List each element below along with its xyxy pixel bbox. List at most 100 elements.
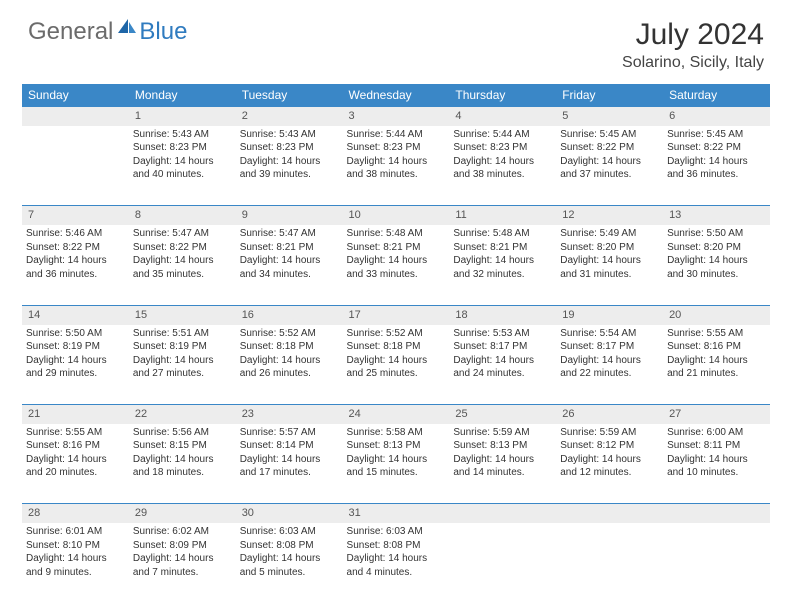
day2-text: and 29 minutes.: [26, 367, 125, 381]
day-number-cell: [449, 504, 556, 523]
sunset-text: Sunset: 8:21 PM: [347, 241, 446, 255]
day2-text: and 5 minutes.: [240, 566, 339, 580]
location-subtitle: Solarino, Sicily, Italy: [622, 54, 764, 72]
day-number-row: 78910111213: [22, 206, 770, 225]
sunrise-text: Sunrise: 6:02 AM: [133, 525, 232, 539]
day1-text: Daylight: 14 hours: [133, 453, 232, 467]
sunset-text: Sunset: 8:12 PM: [560, 439, 659, 453]
sunset-text: Sunset: 8:17 PM: [560, 340, 659, 354]
day-number-cell: 21: [22, 405, 129, 424]
sunset-text: Sunset: 8:22 PM: [560, 141, 659, 155]
day-cell: Sunrise: 5:50 AMSunset: 8:20 PMDaylight:…: [663, 225, 770, 305]
sunrise-text: Sunrise: 5:55 AM: [667, 327, 766, 341]
day-cell: [22, 126, 129, 206]
day2-text: and 12 minutes.: [560, 466, 659, 480]
day-number-cell: 31: [343, 504, 450, 523]
day-number: 2: [242, 110, 248, 122]
day-number-row: 123456: [22, 107, 770, 126]
day-number: 7: [28, 209, 34, 221]
day-cell: Sunrise: 5:59 AMSunset: 8:12 PMDaylight:…: [556, 424, 663, 504]
weekday-header: Wednesday: [343, 84, 450, 107]
day-cell: Sunrise: 5:51 AMSunset: 8:19 PMDaylight:…: [129, 325, 236, 405]
day-cell: [556, 523, 663, 603]
sunrise-text: Sunrise: 5:52 AM: [347, 327, 446, 341]
sunrise-text: Sunrise: 5:50 AM: [26, 327, 125, 341]
day1-text: Daylight: 14 hours: [240, 552, 339, 566]
day-number-cell: 5: [556, 107, 663, 126]
day1-text: Daylight: 14 hours: [560, 453, 659, 467]
day1-text: Daylight: 14 hours: [133, 354, 232, 368]
day-content-row: Sunrise: 6:01 AMSunset: 8:10 PMDaylight:…: [22, 523, 770, 603]
day1-text: Daylight: 14 hours: [453, 354, 552, 368]
day-content-row: Sunrise: 5:55 AMSunset: 8:16 PM Daylight:…: [22, 424, 770, 504]
day-number-cell: 16: [236, 305, 343, 324]
day1-text: Daylight: 14 hours: [26, 254, 125, 268]
day2-text: and 38 minutes.: [453, 168, 552, 182]
sunrise-text: Sunrise: 6:01 AM: [26, 525, 125, 539]
day-cell: Sunrise: 5:57 AMSunset: 8:14 PMDaylight:…: [236, 424, 343, 504]
day-number-cell: 17: [343, 305, 450, 324]
sunset-text: Sunset: 8:18 PM: [240, 340, 339, 354]
day-number: 12: [562, 209, 574, 221]
day-number: 25: [455, 408, 467, 420]
sunset-text: Sunset: 8:16 PM: [26, 439, 125, 453]
sunset-text: Sunset: 8:22 PM: [667, 141, 766, 155]
day-number-cell: 9: [236, 206, 343, 225]
day-number-cell: 25: [449, 405, 556, 424]
day-cell: Sunrise: 5:44 AMSunset: 8:23 PMDaylight:…: [343, 126, 450, 206]
sunset-text: Sunset: 8:08 PM: [240, 539, 339, 553]
day-number: 9: [242, 209, 248, 221]
day-number: 22: [135, 408, 147, 420]
day-number: 24: [349, 408, 361, 420]
day-cell: [449, 523, 556, 603]
day2-text: and 33 minutes.: [347, 268, 446, 282]
logo-text-1: General: [28, 18, 113, 46]
day1-text: Daylight: 14 hours: [667, 453, 766, 467]
day-number-cell: 29: [129, 504, 236, 523]
day-number: 5: [562, 110, 568, 122]
day-number-cell: 20: [663, 305, 770, 324]
day-number: 15: [135, 309, 147, 321]
sunrise-text: Sunrise: 5:49 AM: [560, 227, 659, 241]
day2-text: and 24 minutes.: [453, 367, 552, 381]
day-cell: Sunrise: 6:00 AMSunset: 8:11 PMDaylight:…: [663, 424, 770, 504]
sunrise-text: Sunrise: 5:55 AM: [26, 426, 125, 440]
day-number-cell: 7: [22, 206, 129, 225]
day-number-row: 21222324252627: [22, 405, 770, 424]
day-number: 4: [455, 110, 461, 122]
sunrise-text: Sunrise: 5:43 AM: [240, 128, 339, 142]
sunset-text: Sunset: 8:22 PM: [26, 241, 125, 255]
day-cell: Sunrise: 5:46 AMSunset: 8:22 PMDaylight:…: [22, 225, 129, 305]
sunrise-text: Sunrise: 5:48 AM: [453, 227, 552, 241]
sunset-text: Sunset: 8:23 PM: [347, 141, 446, 155]
sunset-text: Sunset: 8:23 PM: [133, 141, 232, 155]
sunrise-text: Sunrise: 5:47 AM: [133, 227, 232, 241]
sunrise-text: Sunrise: 6:03 AM: [240, 525, 339, 539]
sunset-text: Sunset: 8:22 PM: [133, 241, 232, 255]
day-number: 18: [455, 309, 467, 321]
day2-text: and 35 minutes.: [133, 268, 232, 282]
day-number-cell: 28: [22, 504, 129, 523]
sunset-text: Sunset: 8:13 PM: [453, 439, 552, 453]
sunset-text: Sunset: 8:13 PM: [347, 439, 446, 453]
sunrise-text: Sunrise: 5:45 AM: [667, 128, 766, 142]
day-number-cell: 3: [343, 107, 450, 126]
weekday-header: Friday: [556, 84, 663, 107]
day-number: 10: [349, 209, 361, 221]
day2-text: and 21 minutes.: [667, 367, 766, 381]
sunset-text: Sunset: 8:14 PM: [240, 439, 339, 453]
sunrise-text: Sunrise: 6:00 AM: [667, 426, 766, 440]
day-cell: Sunrise: 5:48 AMSunset: 8:21 PMDaylight:…: [343, 225, 450, 305]
day-cell: Sunrise: 5:52 AMSunset: 8:18 PMDaylight:…: [343, 325, 450, 405]
day1-text: Daylight: 14 hours: [240, 453, 339, 467]
day-number-cell: 23: [236, 405, 343, 424]
sunrise-text: Sunrise: 5:57 AM: [240, 426, 339, 440]
day-cell: Sunrise: 5:58 AMSunset: 8:13 PMDaylight:…: [343, 424, 450, 504]
day-number-cell: 12: [556, 206, 663, 225]
day-number-cell: [663, 504, 770, 523]
day2-text: and 27 minutes.: [133, 367, 232, 381]
sunrise-text: Sunrise: 5:44 AM: [453, 128, 552, 142]
day-number-row: 14151617181920: [22, 305, 770, 324]
day-number: 26: [562, 408, 574, 420]
day1-text: Daylight: 14 hours: [26, 354, 125, 368]
